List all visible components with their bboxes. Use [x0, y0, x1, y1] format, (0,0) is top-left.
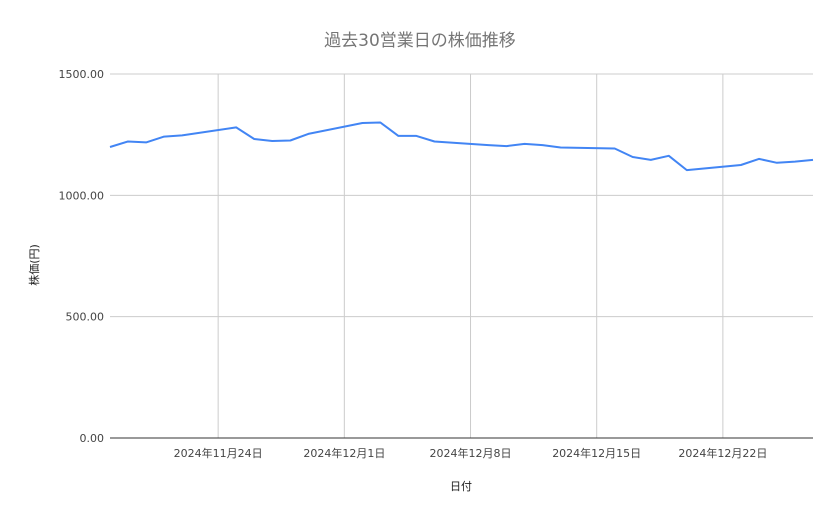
x-tick-label: 2024年12月15日	[552, 446, 641, 460]
x-tick-label: 2024年12月1日	[303, 446, 385, 460]
y-tick-label: 0.00	[80, 432, 105, 445]
y-tick-label: 1000.00	[59, 189, 105, 202]
price-series-line	[110, 123, 813, 171]
y-axis-label: 株価(円)	[27, 244, 41, 286]
x-tick-label: 2024年12月22日	[678, 446, 767, 460]
y-tick-label: 1500.00	[59, 68, 105, 81]
x-tick-label: 2024年12月8日	[430, 446, 512, 460]
y-tick-labels: 0.00 500.00 1000.00 1500.00	[59, 68, 105, 445]
grid	[110, 74, 813, 438]
x-tick-label: 2024年11月24日	[174, 446, 263, 460]
y-tick-label: 500.00	[66, 311, 105, 324]
x-tick-labels: 2024年11月24日 2024年12月1日 2024年12月8日 2024年12月1…	[174, 446, 768, 460]
x-axis-label: 日付	[450, 480, 472, 493]
chart-title: 過去30営業日の株価推移	[324, 31, 516, 51]
